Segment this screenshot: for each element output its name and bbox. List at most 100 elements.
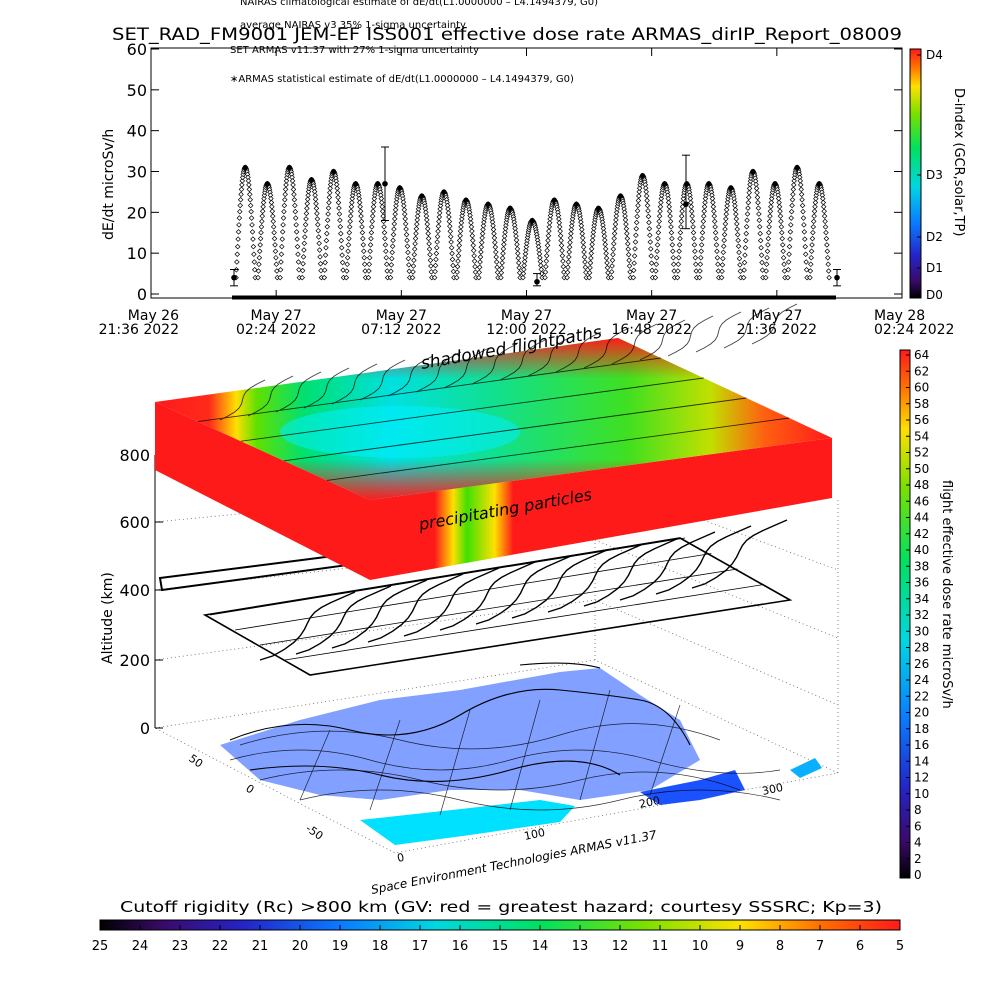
data-point bbox=[567, 235, 574, 241]
data-point bbox=[556, 216, 562, 222]
data-point bbox=[778, 224, 785, 230]
data-point bbox=[437, 206, 443, 212]
data-point bbox=[433, 250, 440, 257]
data-point bbox=[610, 246, 617, 252]
data-point bbox=[501, 233, 508, 239]
slab-track-line bbox=[197, 357, 661, 423]
data-point bbox=[626, 257, 632, 264]
data-point bbox=[333, 178, 340, 184]
data-point bbox=[366, 261, 373, 268]
data-point bbox=[258, 229, 264, 236]
data-point bbox=[634, 208, 641, 214]
y-tick-label: 40 bbox=[127, 122, 147, 141]
data-point bbox=[635, 202, 641, 209]
data-point bbox=[413, 225, 420, 232]
data-point bbox=[498, 265, 505, 271]
data-point bbox=[401, 207, 408, 213]
data-point bbox=[269, 208, 276, 215]
data-point bbox=[797, 182, 804, 188]
data-point bbox=[280, 215, 287, 221]
data-point bbox=[766, 224, 772, 230]
data-point bbox=[369, 224, 375, 230]
data-point bbox=[414, 221, 420, 227]
data-point bbox=[799, 196, 805, 203]
data-point bbox=[601, 233, 608, 239]
data-point bbox=[801, 222, 807, 228]
data-point bbox=[604, 260, 610, 266]
data-point bbox=[741, 259, 748, 266]
map-landmass-northern bbox=[220, 668, 700, 800]
data-point bbox=[281, 208, 287, 215]
slab-track bbox=[359, 359, 406, 401]
data-point bbox=[586, 274, 592, 281]
data-point bbox=[446, 218, 453, 225]
data-point bbox=[514, 246, 521, 252]
data-point bbox=[415, 209, 421, 216]
data-point bbox=[785, 274, 791, 281]
data-point bbox=[515, 260, 522, 266]
flight-wave-track bbox=[691, 519, 788, 589]
data-point bbox=[522, 254, 528, 261]
cutoff-tick-label: 7 bbox=[816, 939, 824, 954]
dose-rate-tick-label: 44 bbox=[914, 511, 929, 525]
data-point bbox=[714, 248, 720, 254]
data-point bbox=[752, 178, 759, 184]
data-point bbox=[709, 195, 716, 202]
data-point bbox=[590, 233, 596, 239]
data-point bbox=[747, 181, 753, 188]
data-point bbox=[546, 228, 552, 234]
data-point bbox=[258, 224, 265, 230]
data-point bbox=[697, 261, 704, 268]
data-point bbox=[722, 221, 729, 227]
data-point bbox=[823, 235, 830, 242]
data-point bbox=[473, 274, 479, 281]
data-point bbox=[268, 195, 274, 202]
data-point bbox=[433, 256, 439, 263]
data-point bbox=[718, 274, 725, 281]
slab-side-front bbox=[370, 438, 832, 580]
data-point bbox=[279, 236, 286, 242]
data-point bbox=[494, 264, 500, 270]
data-point bbox=[719, 268, 725, 275]
data-point bbox=[388, 268, 394, 275]
data-point bbox=[824, 242, 830, 248]
data-point bbox=[654, 248, 660, 254]
data-point bbox=[251, 251, 257, 257]
data-point bbox=[300, 260, 306, 267]
data-point bbox=[365, 274, 372, 281]
data-point bbox=[324, 224, 331, 230]
data-point bbox=[325, 205, 332, 211]
data-point bbox=[624, 235, 631, 242]
data-point-peak bbox=[772, 181, 778, 187]
data-point bbox=[491, 235, 498, 241]
data-point bbox=[456, 237, 463, 244]
cutoff-tick-label: 18 bbox=[372, 939, 389, 954]
data-point bbox=[559, 247, 565, 254]
data-point bbox=[370, 203, 377, 210]
data-point bbox=[669, 235, 675, 242]
data-point bbox=[290, 182, 296, 188]
data-point bbox=[256, 254, 263, 261]
data-point bbox=[270, 213, 276, 219]
data-point bbox=[653, 268, 659, 274]
data-point bbox=[780, 254, 787, 261]
data-point bbox=[522, 251, 529, 257]
data-point bbox=[667, 213, 673, 219]
data-point bbox=[822, 218, 828, 225]
x-tick-label-date: May 27 bbox=[251, 308, 302, 324]
data-point bbox=[810, 218, 817, 225]
data-point bbox=[427, 257, 434, 264]
data-point bbox=[378, 192, 384, 198]
data-point bbox=[304, 200, 311, 207]
data-point bbox=[763, 274, 769, 281]
flight-wave-track bbox=[475, 555, 572, 625]
data-point bbox=[691, 242, 698, 248]
data-point bbox=[538, 266, 545, 273]
data-point bbox=[247, 191, 253, 198]
data-point bbox=[470, 242, 476, 249]
data-point bbox=[581, 254, 588, 260]
data-point bbox=[480, 222, 487, 229]
data-point bbox=[656, 224, 662, 230]
data-point bbox=[588, 250, 595, 257]
data-point bbox=[701, 203, 708, 210]
